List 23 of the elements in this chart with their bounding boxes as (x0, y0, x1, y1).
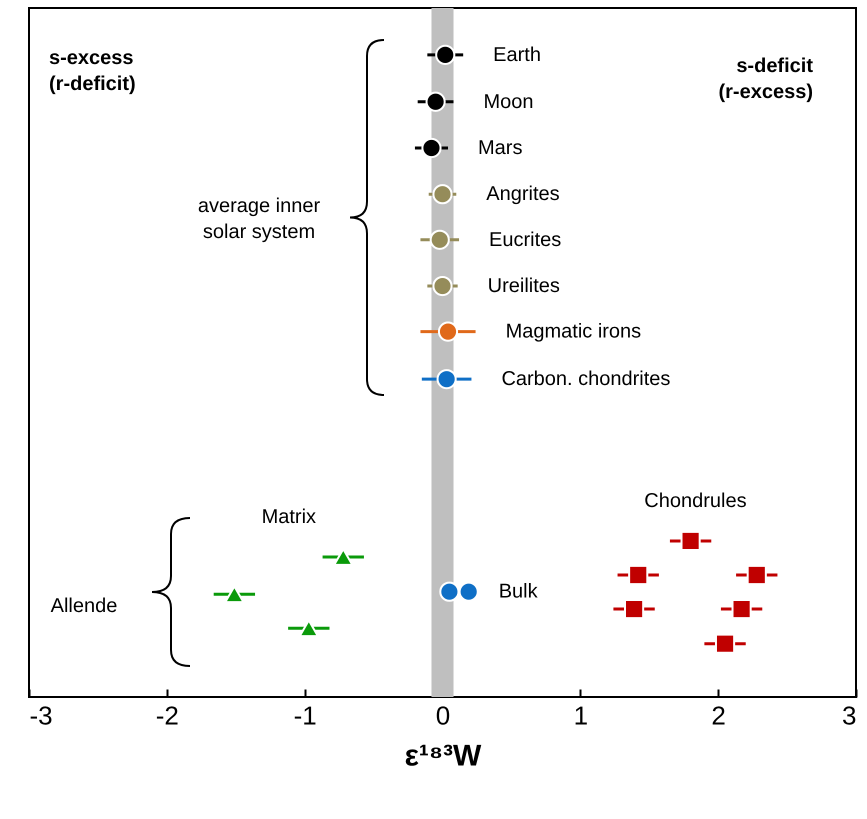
series-label: Ureilites (488, 275, 560, 298)
x-tick-label: -1 (294, 700, 317, 730)
series-label: Chondrules (644, 490, 747, 512)
annotation: Allende (50, 595, 118, 617)
annotation: s-deficit (r-excess) (718, 55, 814, 103)
series-label: Bulk (498, 580, 539, 603)
series-label: Mars (478, 136, 522, 159)
annotation: average inner solar system (198, 195, 320, 243)
x-tick-label: -3 (30, 700, 53, 730)
x-tick-label: -2 (156, 700, 179, 730)
x-tick-label: 1 (574, 700, 588, 730)
series-label: Angrites (486, 183, 560, 206)
x-tick-label: 2 (711, 700, 726, 730)
x-tick-label: 3 (842, 700, 856, 730)
x-axis-title: ε¹⁸³W (404, 740, 482, 772)
annotation: s-excess (r-deficit) (49, 47, 136, 95)
series-label: Earth (493, 44, 541, 66)
x-tick-label: 0 (436, 700, 450, 730)
text: Eucrites (489, 228, 562, 251)
series-label: Matrix (262, 506, 316, 528)
series-label: Moon (484, 90, 534, 113)
text: Carbon. chondrites (501, 368, 670, 390)
text: Magmatic irons (506, 320, 642, 343)
